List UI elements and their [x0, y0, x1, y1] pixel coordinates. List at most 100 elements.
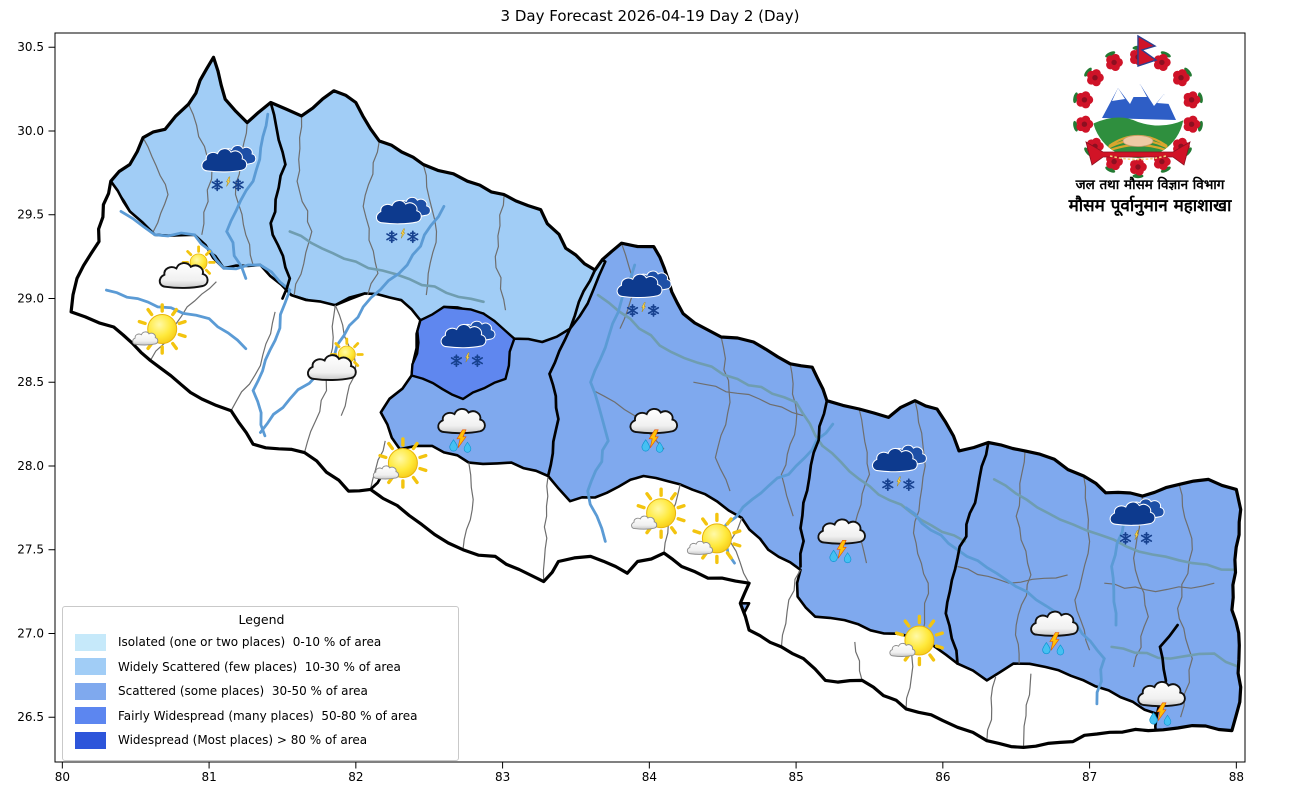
province-boundary	[269, 101, 292, 300]
axes-layer: 80 81 82 83 84 85 86 87 88 30.5 30.0 29.5 29.0 28.5 28…	[17, 32, 1246, 784]
legend-item: Fairly Widespread (many places) 50-80 % …	[75, 704, 448, 729]
x-tick-label: 85	[788, 770, 803, 784]
dhm-logo: जल तथा मौसम विज्ञान विभाग मौसम पूर्वानुम…	[1068, 34, 1232, 217]
wreath-leaf	[1160, 166, 1171, 173]
river	[904, 506, 1106, 706]
wreath-leaf	[1073, 120, 1079, 132]
legend-color-swatch	[75, 707, 106, 725]
x-tick-label: 82	[348, 770, 363, 784]
map-layers	[69, 55, 1243, 749]
district-boundary	[462, 462, 474, 550]
y-tick-label: 27.5	[17, 543, 44, 557]
y-tick-label: 26.5	[17, 710, 44, 724]
emblem-banner	[1085, 141, 1191, 166]
basin-boundary	[596, 293, 824, 448]
wreath-leaf	[1084, 67, 1092, 77]
emblem-snowcap	[1157, 94, 1170, 104]
legend-item-label: Scattered (some places) 30-50 % of area	[118, 684, 368, 699]
emblem-snowcap	[1131, 84, 1147, 97]
legend-rows: Isolated (one or two places) 0-10 % of a…	[75, 630, 448, 753]
y-tick-label: 28.0	[17, 459, 44, 473]
emblem-banner-text	[1109, 155, 1167, 161]
basin-boundary	[1110, 645, 1241, 669]
map-regions	[71, 57, 1241, 748]
wreath-leaf	[1184, 67, 1192, 77]
legend-color-swatch	[75, 682, 106, 700]
district-boundary	[780, 569, 802, 647]
district-boundary	[334, 304, 357, 416]
wreath-flower	[1183, 91, 1201, 109]
x-tick-label: 81	[201, 770, 216, 784]
emblem-hands	[1122, 135, 1154, 147]
district-boundary	[293, 115, 313, 296]
x-tick-label: 87	[1082, 770, 1097, 784]
x-tick-label: 86	[935, 770, 950, 784]
plot-frame	[54, 32, 1246, 763]
logo-text-line1: जल तथा मौसम विज्ञान विभाग	[1075, 176, 1226, 193]
district-boundary	[1104, 582, 1215, 593]
province-boundary	[799, 399, 829, 568]
legend-item: Isolated (one or two places) 0-10 % of a…	[75, 630, 448, 655]
district-boundary	[1022, 673, 1032, 748]
legend-item-label: Isolated (one or two places) 0-10 % of a…	[118, 635, 382, 650]
wreath-leaf	[1105, 166, 1116, 173]
legend-item: Widespread (Most places) > 80 % of area	[75, 728, 448, 753]
legend: Legend Isolated (one or two places) 0-10…	[62, 606, 459, 761]
district-boundary	[1176, 484, 1193, 718]
x-tick-label: 80	[55, 770, 70, 784]
y-tick-label: 30.0	[17, 124, 44, 138]
district-boundary	[230, 311, 276, 411]
legend-item: Widely Scattered (few places) 10-30 % of…	[75, 655, 448, 680]
y-tick-label: 27.0	[17, 626, 44, 640]
district-boundary	[542, 475, 549, 582]
y-tick-label: 29.0	[17, 291, 44, 305]
emblem-inner	[1092, 84, 1184, 158]
y-tick-label: 28.5	[17, 375, 44, 389]
wreath-flower	[1173, 69, 1190, 87]
legend-item: Scattered (some places) 30-50 % of area	[75, 679, 448, 704]
wreath-leaf	[1073, 92, 1079, 104]
basin-boundary	[821, 444, 967, 543]
river	[225, 112, 270, 280]
wreath-flower	[1183, 115, 1201, 133]
wreath-flower	[1087, 69, 1104, 87]
wreath-leaf	[1105, 51, 1116, 58]
dhm-emblem	[1073, 45, 1203, 179]
nepal-flag-icon	[1137, 34, 1158, 67]
legend-item-label: Widely Scattered (few places) 10-30 % of…	[118, 659, 401, 674]
x-tick-label: 84	[642, 770, 657, 784]
nepal-outline	[69, 55, 1243, 749]
river	[259, 205, 446, 434]
river	[119, 210, 292, 438]
legend-item-label: Widespread (Most places) > 80 % of area	[118, 733, 368, 748]
y-tick-label: 29.5	[17, 208, 44, 222]
emblem-snowcap	[1112, 88, 1125, 101]
river	[586, 263, 637, 543]
district-boundary	[142, 137, 169, 232]
district-boundary	[986, 676, 997, 741]
province-boundary	[546, 268, 597, 478]
chart-title: 3 Day Forecast 2026-04-19 Day 2 (Day)	[500, 7, 800, 25]
wreath-flower	[1076, 91, 1094, 109]
x-tick-label: 88	[1229, 770, 1244, 784]
district-boundary	[1014, 450, 1032, 664]
wreath-flower	[1153, 53, 1171, 71]
province-boundary	[944, 441, 990, 665]
legend-color-swatch	[75, 658, 106, 676]
district-boundary	[714, 336, 731, 492]
legend-color-swatch	[75, 633, 106, 651]
district-boundary	[1074, 475, 1091, 651]
district-boundary	[912, 400, 930, 634]
district-boundary	[422, 164, 438, 296]
x-tick-label: 83	[495, 770, 510, 784]
y-tick-label: 30.5	[17, 40, 44, 54]
wreath-leaf	[1160, 51, 1171, 58]
basin-boundary	[992, 478, 1238, 572]
legend-item-label: Fairly Widespread (many places) 50-80 % …	[118, 708, 418, 723]
district-boundary	[780, 363, 798, 517]
wreath-flower	[1106, 53, 1123, 71]
district-boundary	[854, 641, 863, 681]
legend-color-swatch	[75, 731, 106, 749]
